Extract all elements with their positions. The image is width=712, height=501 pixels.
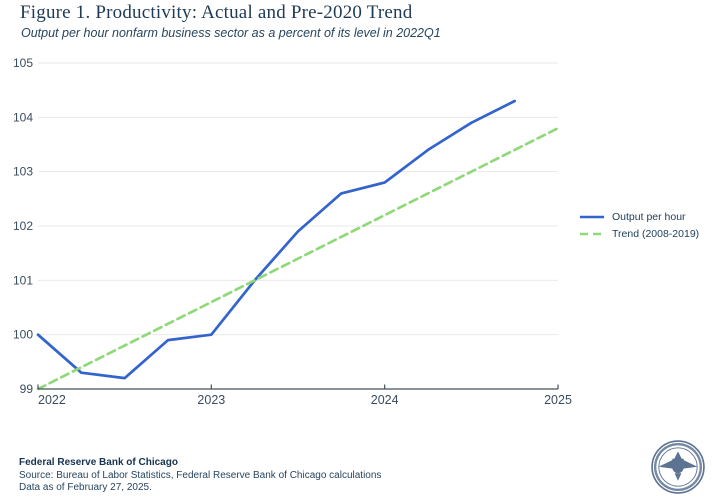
- chart-legend: Output per hour Trend (2008-2019): [579, 210, 699, 241]
- productivity-line-chart: 99 100 101 102 103 104 105 2022 2023 2024 2025: [13, 56, 572, 407]
- y-axis-tick-label: 99: [20, 382, 34, 396]
- chicago-fed-seal-logo: [651, 440, 705, 494]
- solid-line-swatch-icon: [580, 215, 604, 219]
- x-axis-tick-label: 2025: [544, 393, 572, 407]
- eagle-icon: [658, 451, 698, 481]
- footer-organization: Federal Reserve Bank of Chicago: [19, 457, 178, 468]
- footer-data-as-of: Data as of February 27, 2025.: [19, 482, 152, 493]
- y-axis-tick-label: 105: [13, 56, 33, 70]
- y-axis-tick-label: 102: [13, 219, 33, 233]
- dashed-line-swatch-icon: [580, 232, 604, 236]
- y-axis-tick-label: 100: [13, 328, 33, 342]
- series-line-output-per-hour: [36, 99, 517, 380]
- y-axis-tick-label: 101: [13, 273, 33, 287]
- series-line-trend-2008-2019-: [36, 126, 560, 391]
- legend-label: Trend (2008-2019): [612, 228, 700, 240]
- x-axis-tick-label: 2024: [371, 393, 399, 407]
- y-axis-tick-label: 104: [13, 110, 33, 124]
- legend-item-trend: Trend (2008-2019): [579, 227, 699, 241]
- y-axis-tick-label: 103: [13, 165, 33, 179]
- figure-title: Figure 1. Productivity: Actual and Pre-2…: [20, 2, 413, 23]
- legend-label: Output per hour: [612, 211, 686, 223]
- figure-footnotes: Federal Reserve Bank of Chicago Source: …: [19, 457, 381, 495]
- figure-subtitle: Output per hour nonfarm business sector …: [21, 26, 441, 40]
- x-axis-tick-label: 2023: [197, 393, 225, 407]
- legend-item-output-per-hour: Output per hour: [579, 210, 699, 224]
- footer-source-line: Source: Bureau of Labor Statistics, Fede…: [19, 469, 382, 481]
- x-axis-tick-label: 2022: [38, 393, 66, 407]
